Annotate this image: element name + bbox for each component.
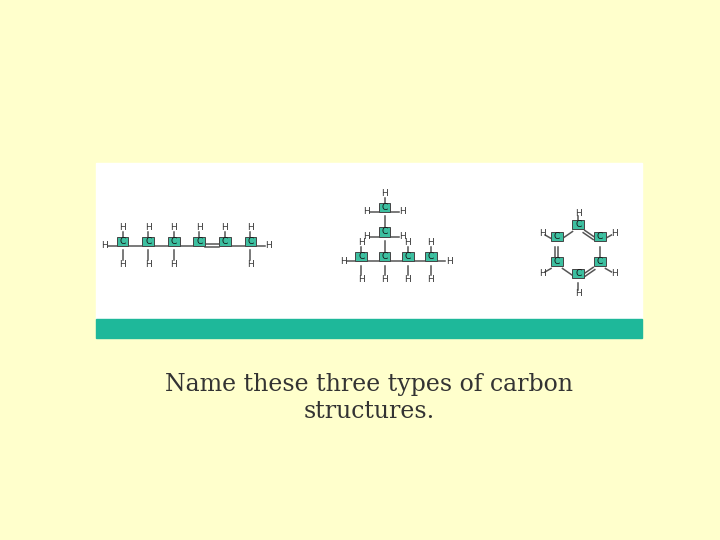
Text: H: H (196, 223, 202, 232)
Bar (402, 252, 413, 261)
Text: H: H (575, 289, 582, 298)
Bar (426, 252, 437, 261)
Bar (143, 237, 154, 246)
Text: Name these three types of carbon: Name these three types of carbon (165, 373, 573, 396)
Text: C: C (575, 269, 581, 278)
Text: H: H (171, 260, 177, 269)
Text: H: H (400, 232, 406, 241)
Bar (551, 232, 562, 241)
Text: C: C (382, 227, 387, 237)
Bar (117, 237, 128, 246)
Bar (379, 227, 390, 237)
Text: H: H (120, 260, 126, 269)
Text: C: C (196, 237, 202, 246)
Bar (245, 237, 256, 246)
Text: H: H (405, 238, 411, 247)
Text: H: H (340, 256, 346, 266)
Text: H: H (381, 275, 388, 284)
Bar (96, 319, 642, 338)
Text: H: H (428, 238, 434, 247)
Text: H: H (358, 275, 364, 284)
Text: H: H (611, 229, 618, 238)
Text: C: C (358, 252, 364, 261)
Text: H: H (363, 232, 369, 241)
Text: H: H (363, 207, 369, 217)
Bar (594, 256, 606, 266)
Text: H: H (101, 241, 108, 250)
Text: H: H (145, 260, 151, 269)
Bar (379, 252, 390, 261)
Text: H: H (539, 229, 546, 238)
Text: C: C (428, 252, 434, 261)
Text: H: H (446, 256, 453, 266)
Text: C: C (247, 237, 253, 246)
Text: C: C (382, 252, 387, 261)
Text: H: H (247, 260, 254, 269)
Text: C: C (554, 256, 560, 266)
Bar (551, 256, 562, 266)
Text: H: H (381, 189, 388, 198)
Text: C: C (575, 220, 581, 229)
Text: C: C (554, 232, 560, 241)
Text: H: H (265, 241, 272, 250)
Text: H: H (539, 269, 546, 278)
Bar (572, 220, 584, 229)
Bar (379, 202, 390, 212)
Text: C: C (120, 237, 126, 246)
Text: H: H (171, 223, 177, 232)
Text: C: C (382, 202, 387, 212)
Bar (168, 237, 179, 246)
Bar (572, 269, 584, 278)
Bar (194, 237, 205, 246)
Text: H: H (222, 223, 228, 232)
Text: H: H (400, 207, 406, 217)
Text: H: H (358, 238, 364, 247)
Text: H: H (247, 223, 254, 232)
Text: H: H (428, 275, 434, 284)
Text: C: C (171, 237, 177, 246)
Text: C: C (145, 237, 151, 246)
Text: structures.: structures. (303, 400, 435, 423)
Text: H: H (575, 209, 582, 218)
Bar (594, 232, 606, 241)
Bar (96, 164, 642, 319)
Text: H: H (611, 269, 618, 278)
Text: C: C (597, 256, 603, 266)
Text: C: C (222, 237, 228, 246)
Text: H: H (120, 223, 126, 232)
Text: H: H (405, 275, 411, 284)
Text: C: C (597, 232, 603, 241)
Bar (356, 252, 367, 261)
Text: C: C (405, 252, 411, 261)
Bar (219, 237, 230, 246)
Text: H: H (145, 223, 151, 232)
